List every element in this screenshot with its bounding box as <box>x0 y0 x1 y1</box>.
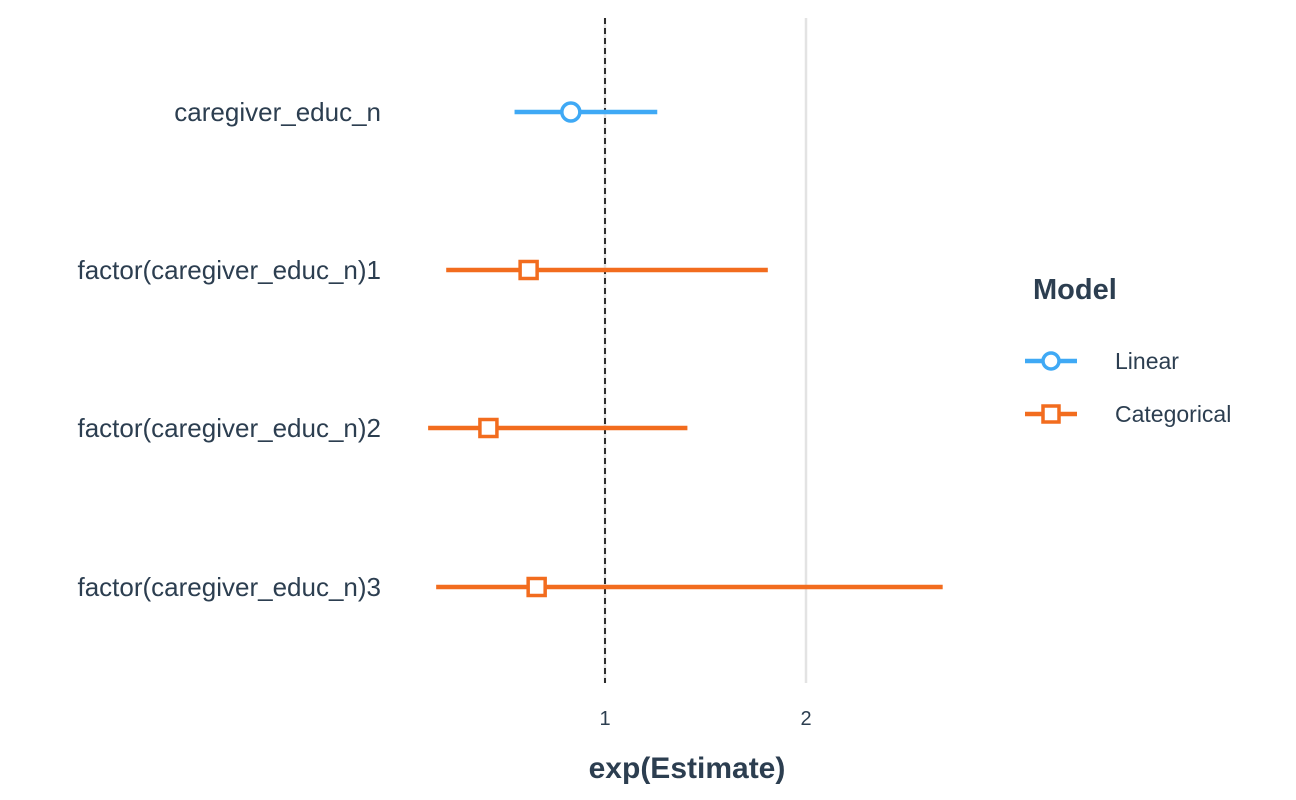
y-tick-label-0: caregiver_educ_n <box>174 97 381 127</box>
point-categorical-0 <box>518 259 539 281</box>
point-linear-0 <box>560 101 582 123</box>
legend-key-marker-linear <box>1041 351 1061 371</box>
legend-title: Model <box>1033 274 1117 306</box>
y-tick-label-2: factor(caregiver_educ_n)2 <box>78 413 382 443</box>
legend-label-linear: Linear <box>1115 348 1179 374</box>
x-tick-label-1: 2 <box>800 708 811 730</box>
x-axis-title: exp(Estimate) <box>589 752 786 785</box>
data-layer <box>428 101 943 598</box>
y-tick-label-3: factor(caregiver_educ_n)3 <box>78 572 382 602</box>
point-categorical-2 <box>526 576 547 598</box>
grid-layer <box>603 18 808 683</box>
legend-key-marker-categorical <box>1041 404 1061 424</box>
point-categorical-1 <box>478 417 499 439</box>
legend: Model Linear Categorical <box>1025 274 1231 427</box>
y-axis-labels: caregiver_educ_n factor(caregiver_educ_n)… <box>78 97 382 602</box>
legend-label-categorical: Categorical <box>1115 401 1231 427</box>
legend-items: Linear Categorical <box>1025 348 1231 427</box>
x-tick-label-0: 1 <box>599 708 610 730</box>
y-tick-label-1: factor(caregiver_educ_n)1 <box>78 255 382 285</box>
